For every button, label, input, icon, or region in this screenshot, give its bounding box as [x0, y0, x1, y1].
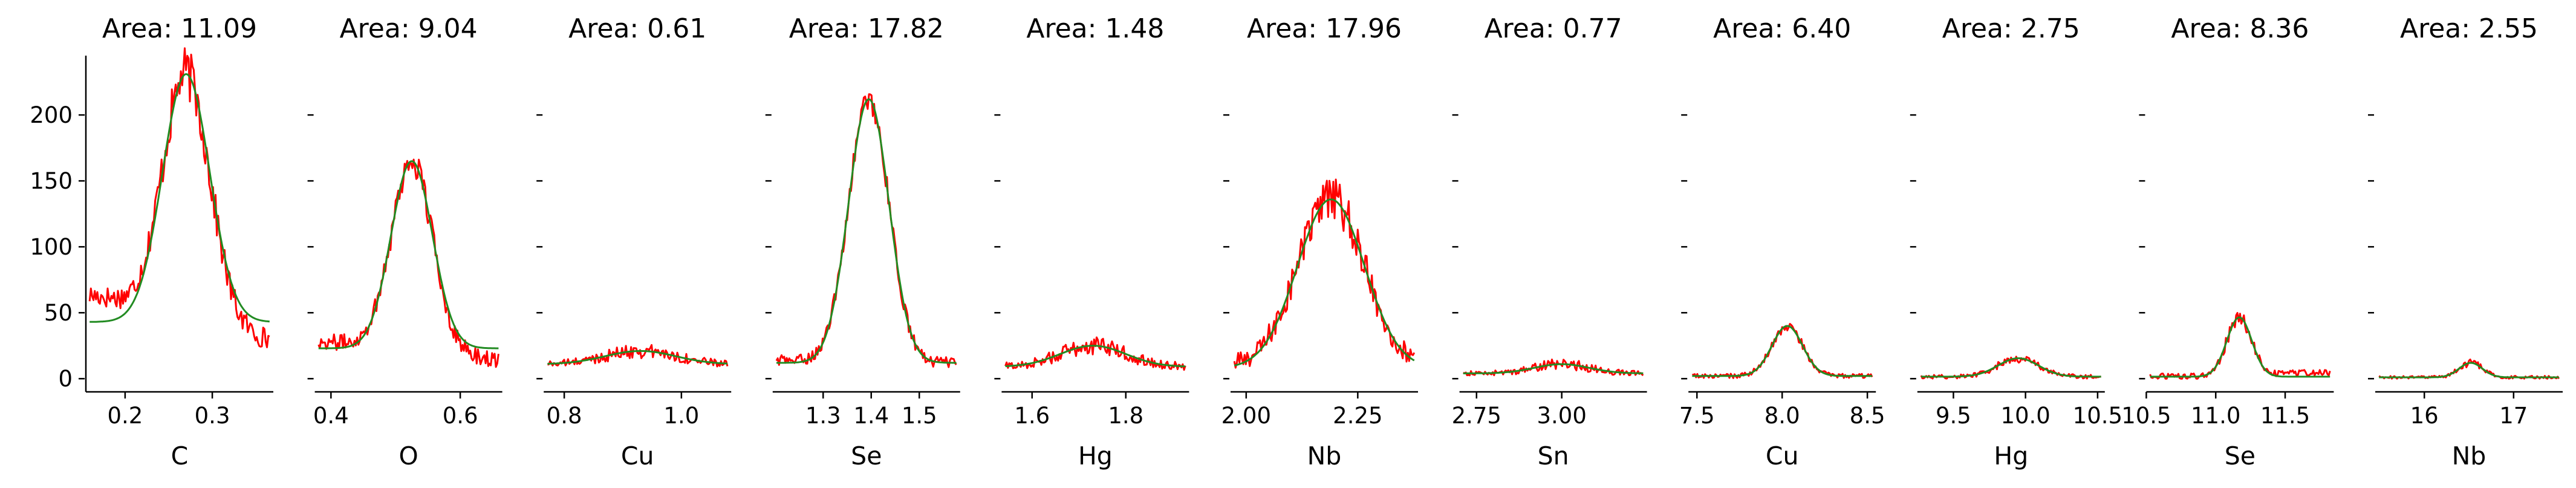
y-tick-label: 200 — [30, 102, 73, 128]
x-axis-label: Se — [851, 441, 882, 470]
panel-6: Area: 17.96 2.00 2.25 Nb — [1221, 13, 1418, 470]
data-series-line — [317, 158, 499, 368]
x-tick-label: 1.8 — [1108, 403, 1143, 429]
fit-series-line — [547, 350, 728, 365]
panel-title: Area: 0.61 — [568, 13, 706, 44]
x-tick-label: 10.5 — [2121, 403, 2171, 429]
x-tick-label: 0.8 — [547, 403, 582, 429]
x-tick-label: 0.2 — [107, 403, 143, 429]
data-series-line — [775, 93, 957, 368]
panel-8: Area: 6.40 7.5 8.0 8.5 Cu — [1679, 13, 1885, 470]
x-axis-label: C — [171, 441, 189, 470]
y-tick-label: 150 — [30, 168, 73, 194]
data-series-line — [2149, 312, 2331, 380]
panel-10: Area: 8.36 10.5 11.0 11.5Se — [2121, 13, 2334, 470]
x-axis-label: Nb — [2452, 441, 2487, 470]
x-tick-label: 7.5 — [1679, 403, 1715, 429]
panel-3: Area: 0.61 0.8 1.0 Cu — [536, 13, 732, 470]
panel-2: Area: 9.04 0.4 0.6 O — [307, 13, 503, 470]
x-axis-label: Hg — [1078, 441, 1113, 470]
x-tick-label: 0.6 — [443, 403, 478, 429]
x-tick-label: 2.75 — [1452, 403, 1501, 429]
data-series-line — [88, 47, 270, 348]
panel-7: Area: 0.77 2.75 3.00 Sn — [1452, 13, 1647, 470]
panel-5: Area: 1.48 1.6 1.8 Hg — [994, 13, 1189, 470]
y-tick-label: 50 — [44, 300, 73, 326]
panel-title: Area: 8.36 — [2171, 13, 2309, 44]
data-series-line — [1691, 323, 1873, 379]
y-tick-label: 100 — [30, 234, 73, 260]
x-tick-label: 8.0 — [1764, 403, 1800, 429]
x-axis-label: O — [398, 441, 418, 470]
panel-title: Area: 17.96 — [1247, 13, 1402, 44]
x-tick-label: 16 — [2410, 403, 2439, 429]
panel-11: Area: 2.55 16 17 Nb — [2368, 13, 2563, 470]
x-tick-label: 1.6 — [1014, 403, 1050, 429]
fit-series-line — [1234, 198, 1415, 366]
panel-4: Area: 17.82 1.3 1.4 1.5 Se — [765, 13, 960, 470]
x-tick-label: 1.0 — [663, 403, 699, 429]
fit-series-line — [1463, 363, 1644, 374]
y-tick-label: 0 — [58, 366, 73, 392]
x-tick-label: 3.00 — [1537, 403, 1586, 429]
data-series-line — [547, 344, 729, 368]
x-tick-label: 11.0 — [2191, 403, 2240, 429]
panel-title: Area: 1.48 — [1026, 13, 1164, 44]
fit-series-line — [89, 73, 270, 323]
x-tick-label: 17 — [2499, 403, 2528, 429]
x-tick-label: 10.5 — [2073, 403, 2122, 429]
fit-series-line — [1005, 345, 1186, 368]
x-tick-label: 2.25 — [1333, 403, 1382, 429]
fit-series-line — [1921, 357, 2101, 378]
x-axis-label: Hg — [1994, 441, 2028, 470]
x-tick-label: 1.5 — [902, 403, 937, 429]
x-tick-label: 2.00 — [1221, 403, 1271, 429]
x-axis-label: Se — [2225, 441, 2256, 470]
fit-series-line — [776, 98, 957, 364]
panel-title: Area: 2.75 — [1942, 13, 2080, 44]
x-tick-label: 0.4 — [313, 403, 349, 429]
x-axis-label: Cu — [1766, 441, 1799, 470]
x-tick-label: 8.5 — [1850, 403, 1885, 429]
panel-1: Area: 11.09 0 50 100 150 200 0.2 0.3C — [30, 13, 273, 470]
x-tick-label: 1.4 — [853, 403, 889, 429]
x-tick-label: 10.0 — [2000, 403, 2050, 429]
x-tick-label: 1.3 — [805, 403, 841, 429]
fit-series-line — [1692, 325, 1872, 377]
panel-title: Area: 11.09 — [102, 13, 257, 44]
panel-title: Area: 0.77 — [1485, 13, 1622, 44]
panel-title: Area: 9.04 — [340, 13, 478, 44]
panel-title: Area: 17.82 — [789, 13, 944, 44]
panel-9: Area: 2.75 9.5 10.0 10.5 Hg — [1910, 13, 2122, 470]
fit-series-line — [2150, 316, 2330, 378]
x-tick-label: 9.5 — [1936, 403, 1971, 429]
fit-series-line — [318, 160, 499, 350]
data-series-line — [1233, 178, 1416, 369]
x-tick-label: 0.3 — [195, 403, 230, 429]
x-tick-label: 11.5 — [2260, 403, 2310, 429]
x-axis-label: Nb — [1307, 441, 1342, 470]
x-axis-label: Sn — [1538, 441, 1569, 470]
panel-title: Area: 6.40 — [1713, 13, 1851, 44]
data-series-line — [1004, 336, 1186, 371]
fit-series-line — [2379, 362, 2559, 379]
x-axis-label: Cu — [621, 441, 654, 470]
panel-title: Area: 2.55 — [2400, 13, 2538, 44]
